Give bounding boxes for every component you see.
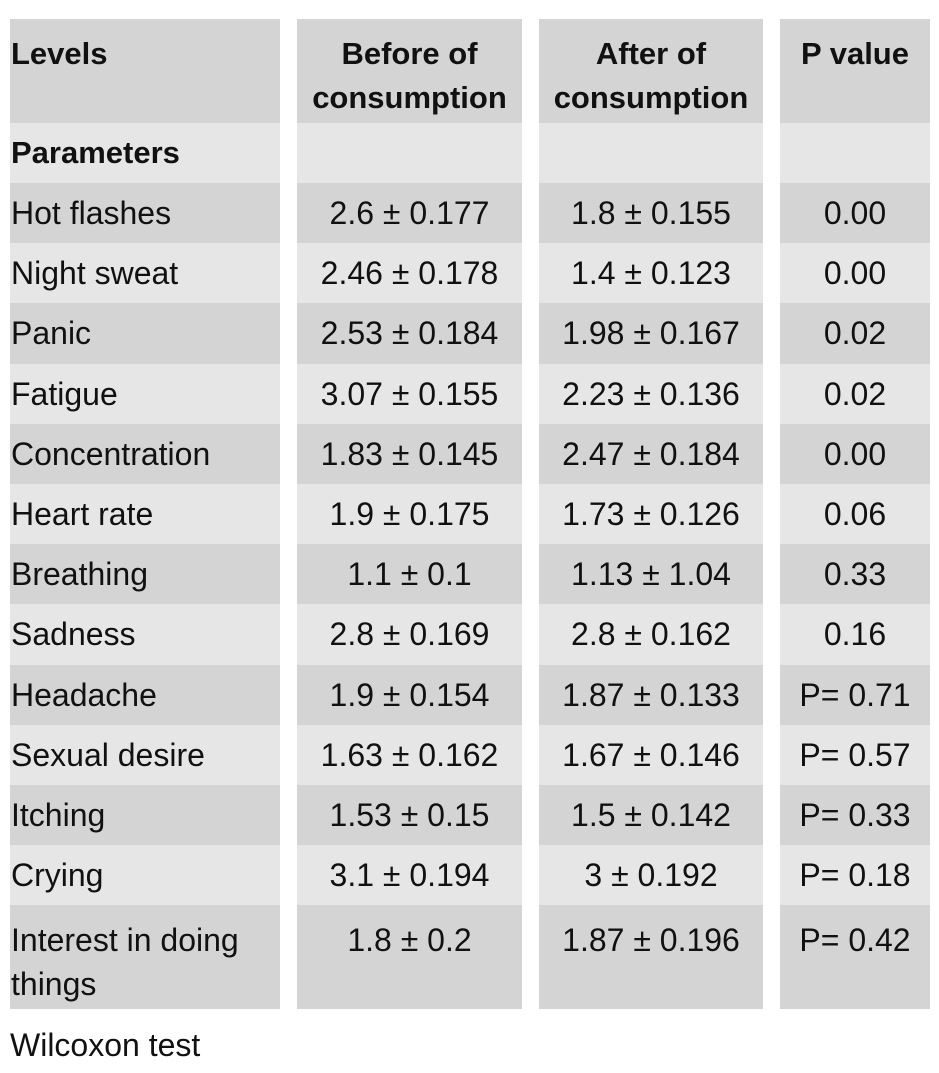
row-after: 3 ± 0.192 [539, 845, 763, 906]
header-after: After of consumption [539, 19, 763, 123]
row-after: 1.13 ± 1.04 [539, 544, 763, 605]
row-after: 1.4 ± 0.123 [539, 243, 763, 304]
row-p-value: P= 0.33 [780, 784, 930, 846]
table-footnote: Wilcoxon test [10, 1027, 201, 1063]
row-before: 2.53 ± 0.184 [297, 303, 522, 364]
row-after: 2.47 ± 0.184 [539, 423, 763, 484]
row-before: 1.63 ± 0.162 [297, 724, 522, 785]
row-parameter: Panic [10, 303, 280, 364]
row-p-value: 0.16 [780, 604, 930, 665]
subheader-empty-cell [297, 123, 522, 183]
row-parameter: Crying [10, 845, 280, 906]
row-after: 1.5 ± 0.142 [539, 784, 763, 846]
row-p-value: 0.02 [780, 363, 930, 424]
row-p-value: P= 0.71 [780, 664, 930, 725]
row-before: 1.53 ± 0.15 [297, 784, 522, 846]
subheader-parameters: Parameters [10, 123, 280, 183]
row-after: 1.87 ± 0.196 [539, 905, 763, 1010]
row-p-value: P= 0.18 [780, 845, 930, 906]
results-table: Levels Before of consumption After of co… [10, 19, 930, 1010]
row-p-value: 0.02 [780, 303, 930, 364]
row-p-value: P= 0.42 [780, 905, 930, 1010]
row-before: 1.1 ± 0.1 [297, 544, 522, 605]
header-before: Before of consumption [297, 19, 522, 123]
row-parameter: Headache [10, 664, 280, 725]
header-p-value: P value [780, 19, 930, 123]
row-p-value: 0.33 [780, 544, 930, 605]
row-parameter: Sexual desire [10, 724, 280, 785]
row-before: 3.07 ± 0.155 [297, 363, 522, 424]
row-p-value: 0.00 [780, 183, 930, 244]
row-parameter: Heart rate [10, 483, 280, 545]
row-parameter: Night sweat [10, 243, 280, 304]
row-before: 2.8 ± 0.169 [297, 604, 522, 665]
row-p-value: 0.00 [780, 423, 930, 484]
row-after: 1.67 ± 0.146 [539, 724, 763, 785]
row-after: 1.87 ± 0.133 [539, 664, 763, 725]
row-after: 1.73 ± 0.126 [539, 483, 763, 545]
row-after: 2.23 ± 0.136 [539, 363, 763, 424]
row-before: 1.83 ± 0.145 [297, 423, 522, 484]
header-levels: Levels [10, 19, 280, 123]
row-after: 2.8 ± 0.162 [539, 604, 763, 665]
row-p-value: P= 0.57 [780, 724, 930, 785]
subheader-empty-cell [780, 123, 930, 183]
row-parameter: Breathing [10, 544, 280, 605]
row-p-value: 0.00 [780, 243, 930, 304]
row-parameter: Interest in doing things [10, 905, 280, 1010]
row-before: 3.1 ± 0.194 [297, 845, 522, 906]
row-parameter: Itching [10, 784, 280, 846]
row-before: 1.8 ± 0.2 [297, 905, 522, 1010]
row-parameter: Concentration [10, 423, 280, 484]
row-before: 1.9 ± 0.175 [297, 483, 522, 545]
row-p-value: 0.06 [780, 483, 930, 545]
row-after: 1.8 ± 0.155 [539, 183, 763, 244]
row-before: 2.6 ± 0.177 [297, 183, 522, 244]
row-before: 2.46 ± 0.178 [297, 243, 522, 304]
row-after: 1.98 ± 0.167 [539, 303, 763, 364]
row-parameter: Fatigue [10, 363, 280, 424]
row-parameter: Hot flashes [10, 183, 280, 244]
row-parameter: Sadness [10, 604, 280, 665]
row-before: 1.9 ± 0.154 [297, 664, 522, 725]
subheader-empty-cell [539, 123, 763, 183]
